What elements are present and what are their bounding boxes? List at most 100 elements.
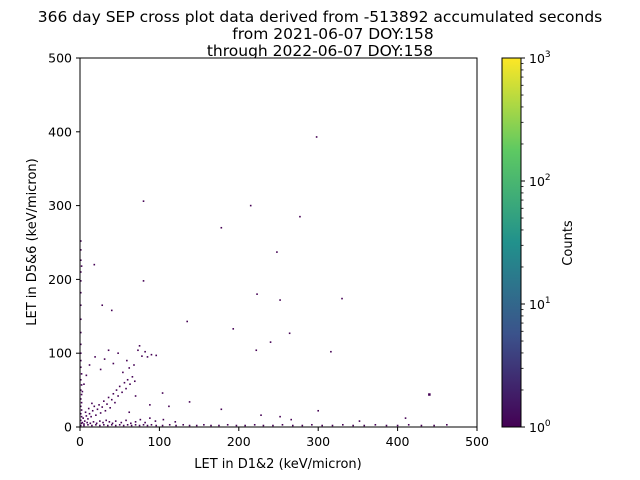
data-point: [80, 419, 82, 422]
data-point: [120, 421, 123, 424]
data-point: [81, 421, 84, 424]
y-tick-label: 500: [48, 51, 72, 66]
data-point: [279, 299, 281, 301]
data-point: [80, 280, 82, 282]
plot-area: [80, 58, 477, 427]
x-tick-label: 0: [76, 434, 84, 449]
data-point: [80, 412, 82, 415]
data-point: [80, 384, 83, 386]
data-point: [80, 359, 82, 362]
data-point: [385, 424, 388, 427]
data-point: [155, 424, 158, 427]
data-point: [103, 423, 105, 426]
data-point: [130, 424, 133, 427]
data-point: [129, 383, 131, 385]
data-point: [352, 424, 354, 427]
data-point: [130, 422, 132, 425]
data-point: [91, 402, 93, 405]
data-point: [87, 418, 89, 420]
data-point: [407, 423, 410, 426]
data-point: [396, 424, 399, 427]
y-tick-label: 200: [48, 272, 72, 287]
data-point: [195, 424, 198, 427]
data-point: [144, 350, 146, 353]
data-point: [321, 424, 323, 427]
data-point: [91, 424, 93, 427]
data-point: [374, 423, 377, 426]
data-point: [128, 367, 131, 369]
data-point: [168, 405, 170, 408]
data-point: [138, 424, 141, 427]
y-tick-label: 100: [48, 346, 72, 361]
data-point: [117, 352, 119, 354]
data-point: [85, 374, 88, 377]
data-point: [80, 343, 82, 346]
data-point: [226, 423, 229, 426]
data-point: [128, 411, 131, 414]
data-point: [188, 401, 191, 403]
data-point: [103, 358, 106, 360]
data-point: [80, 265, 83, 267]
data-point: [311, 423, 313, 426]
plot-frame: [79, 57, 478, 428]
data-point: [131, 376, 134, 378]
data-point: [446, 423, 448, 426]
data-point: [108, 421, 111, 423]
data-point: [101, 406, 104, 408]
x-tick-label: 200: [227, 434, 251, 449]
data-point: [89, 422, 92, 425]
colorbar-tick-label: 103: [529, 50, 551, 66]
data-point: [80, 424, 82, 427]
data-point: [141, 355, 143, 357]
data-point: [253, 423, 256, 426]
data-point: [149, 417, 151, 419]
data-point: [269, 341, 272, 343]
data-point: [317, 409, 319, 412]
data-point: [81, 390, 84, 393]
data-point: [342, 423, 344, 426]
data-point: [80, 259, 82, 262]
data-point: [161, 392, 164, 394]
x-tick-label: 300: [306, 434, 330, 449]
data-point: [161, 424, 164, 427]
data-point: [117, 395, 119, 397]
data-point: [114, 424, 117, 427]
colorbar-tick-label: 101: [529, 296, 551, 312]
data-point: [80, 249, 82, 251]
data-point: [95, 414, 97, 416]
colorbar-tick-label: 102: [529, 173, 551, 189]
data-point: [86, 421, 88, 424]
data-point: [112, 392, 115, 395]
data-point: [138, 345, 141, 347]
data-point: [162, 418, 165, 421]
data-point: [142, 423, 145, 426]
chart-title-line-3: through 2022-06-07 DOY:158: [207, 42, 433, 60]
data-point: [99, 420, 101, 422]
data-point: [87, 423, 89, 426]
data-point: [428, 393, 431, 396]
data-point: [107, 349, 110, 352]
data-point: [203, 423, 205, 426]
data-point: [99, 412, 102, 414]
data-point: [80, 240, 82, 242]
data-point: [358, 420, 361, 422]
x-tick-label: 100: [147, 434, 171, 449]
x-axis-ticks: 0 100 200 300 400 500: [76, 427, 489, 449]
data-point: [255, 349, 258, 352]
data-point: [139, 418, 142, 421]
data-point: [330, 350, 332, 353]
data-point: [92, 421, 95, 423]
y-axis-ticks: 0 100 200 300 400 500: [48, 51, 80, 435]
data-point: [244, 424, 246, 427]
data-point: [232, 328, 235, 330]
data-point: [281, 423, 284, 426]
data-point: [182, 423, 185, 426]
data-point: [291, 424, 294, 427]
data-point: [315, 136, 318, 138]
data-point: [276, 251, 278, 253]
data-point: [249, 204, 252, 207]
y-tick-label: 300: [48, 198, 72, 213]
data-point: [114, 420, 117, 422]
data-point: [80, 393, 83, 396]
